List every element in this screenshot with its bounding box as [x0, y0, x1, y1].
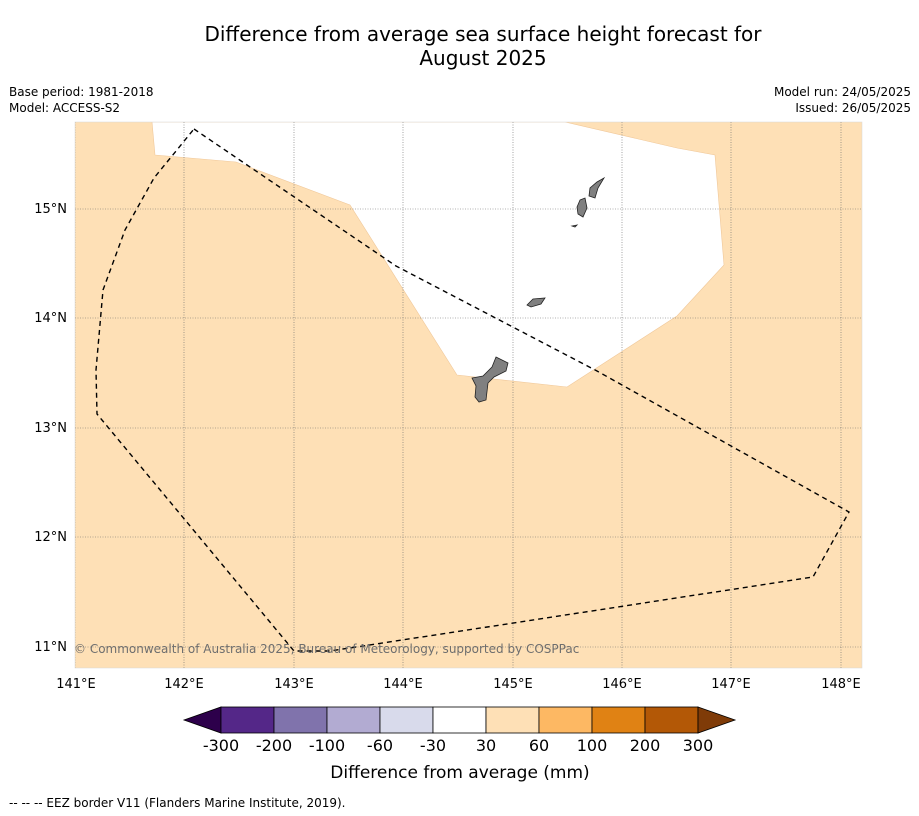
- latitude-labels: 15°N 14°N 13°N 12°N 11°N: [34, 202, 67, 655]
- colorbar-high-extend: [697, 706, 737, 734]
- colorbar-tick-label: 60: [529, 736, 549, 755]
- map-panel: © Commonwealth of Australia 2025, Bureau…: [74, 121, 863, 669]
- lat-label: 13°N: [34, 421, 67, 436]
- lon-label: 143°E: [274, 677, 314, 692]
- model-name: Model: ACCESS-S2: [9, 101, 121, 115]
- lon-label: 142°E: [164, 677, 204, 692]
- colorbar-tick-label: 30: [476, 736, 496, 755]
- map-title: Difference from average sea surface heig…: [0, 22, 919, 70]
- colorbar-title: Difference from average (mm): [330, 763, 589, 783]
- island-tinian: [576, 197, 588, 218]
- colorbar: -300 -200 -100 -60 -30 30 60 100 200 300 Differen…: [182, 706, 737, 783]
- lon-label: 145°E: [493, 677, 533, 692]
- colorbar-tick-label: -300: [203, 736, 239, 755]
- colorbar-cell: [591, 706, 646, 734]
- colorbar-cell: [326, 706, 381, 734]
- colorbar-cell: [538, 706, 593, 734]
- colorbar-tick-label: -30: [420, 736, 446, 755]
- graticule: [75, 122, 862, 668]
- lon-label: 141°E: [56, 677, 96, 692]
- low-anomaly-region: [151, 122, 725, 388]
- lon-label: 147°E: [711, 677, 751, 692]
- island-guam: [471, 356, 509, 403]
- colorbar-tick-label: 100: [577, 736, 608, 755]
- colorbar-tick-label: -60: [367, 736, 393, 755]
- colorbar-cell: [644, 706, 699, 734]
- eez-footnote: -- -- -- EEZ border V11 (Flanders Marine…: [9, 796, 346, 810]
- lat-label: 12°N: [34, 530, 67, 545]
- lon-label: 146°E: [602, 677, 642, 692]
- longitude-labels: 141°E 142°E 143°E 144°E 145°E 146°E 147°…: [56, 677, 861, 692]
- colorbar-tick-label: 300: [683, 736, 714, 755]
- island-rota: [526, 297, 546, 308]
- colorbar-tick-label: -100: [309, 736, 345, 755]
- colorbar-cell: [273, 706, 328, 734]
- colorbar-cell: [485, 706, 540, 734]
- lat-label: 15°N: [34, 202, 67, 217]
- colorbar-tick-label: 200: [630, 736, 661, 755]
- land-masses: [471, 176, 606, 403]
- colorbar-low-extend: [182, 706, 222, 734]
- lon-label: 144°E: [383, 677, 423, 692]
- title-line-2: August 2025: [419, 46, 547, 70]
- colorbar-tick-label: -200: [256, 736, 292, 755]
- lon-label: 148°E: [821, 677, 861, 692]
- island-aguijan: [570, 224, 579, 228]
- copyright-notice: © Commonwealth of Australia 2025, Bureau…: [74, 642, 579, 656]
- lat-label: 11°N: [34, 640, 67, 655]
- colorbar-cell: [379, 706, 434, 734]
- model-run: Model run: 24/05/2025: [773, 85, 911, 99]
- base-period: Base period: 1981-2018: [9, 85, 154, 99]
- colorbar-cell: [220, 706, 275, 734]
- lat-label: 14°N: [34, 311, 67, 326]
- meta-left: Base period: 1981-2018 Model: ACCESS-S2: [9, 84, 154, 116]
- title-line-1: Difference from average sea surface heig…: [204, 22, 762, 46]
- map-frame: [74, 121, 863, 669]
- meta-right: Model run: 24/05/2025 Issued: 26/05/2025: [774, 84, 911, 116]
- colorbar-cell: [432, 706, 487, 734]
- island-saipan: [588, 176, 606, 199]
- issued-date: Issued: 26/05/2025: [795, 101, 911, 115]
